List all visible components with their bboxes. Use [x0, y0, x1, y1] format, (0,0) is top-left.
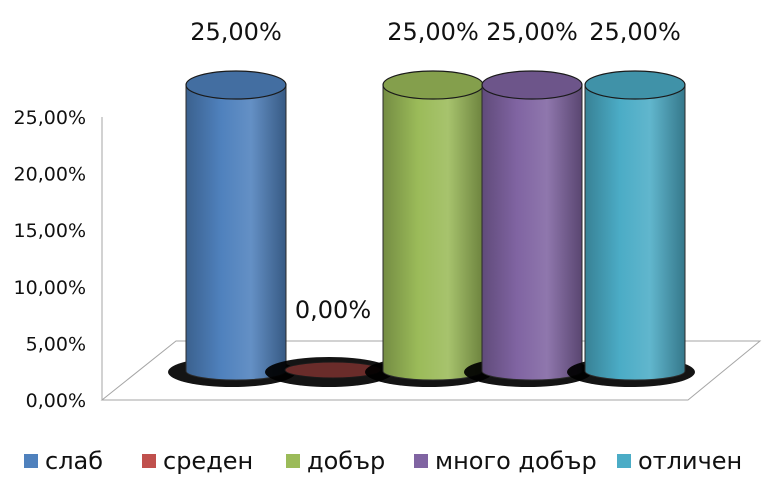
y-tick-label: 15,00%	[14, 220, 86, 242]
bar-body	[481, 84, 583, 381]
data-label: 25,00%	[387, 18, 479, 46]
bar-top	[584, 70, 686, 100]
legend-item: среден	[142, 447, 253, 475]
legend-swatch	[24, 454, 38, 468]
legend-label: среден	[163, 447, 254, 475]
legend-swatch	[286, 454, 300, 468]
legend-item: слаб	[24, 447, 103, 475]
y-tick-label: 10,00%	[14, 277, 86, 299]
data-label: 25,00%	[486, 18, 578, 46]
bar-top	[382, 70, 484, 100]
data-label: 0,00%	[295, 296, 371, 324]
bar-слаб	[168, 70, 296, 387]
bar-среден	[265, 357, 393, 387]
data-labels: 25,00%0,00%25,00% 25,00% 25,00%	[190, 18, 681, 324]
bar-body	[185, 84, 287, 381]
legend-label: отличен	[638, 447, 743, 475]
legend-item: добър	[286, 447, 385, 475]
chart-floor	[100, 340, 762, 401]
bar-body	[584, 84, 686, 381]
y-tick-label: 20,00%	[14, 164, 86, 186]
y-axis: 0,00% 5,00% 10,00% 15,00% 20,00% 25,00%	[14, 107, 103, 412]
y-tick-label: 0,00%	[26, 390, 86, 412]
data-label: 25,00%	[190, 18, 282, 46]
legend-item: отличен	[617, 447, 742, 475]
y-tick-label: 25,00%	[14, 107, 86, 129]
bar-добър	[365, 70, 493, 387]
bar-top	[481, 70, 583, 100]
legend-label: слаб	[45, 447, 104, 475]
bar-body	[382, 84, 484, 381]
bars	[168, 70, 695, 387]
legend-swatch	[414, 454, 428, 468]
bar-много-добър	[464, 70, 592, 387]
legend-label: много добър	[435, 447, 597, 475]
legend: слаб среден добър много добър отличен	[0, 447, 774, 479]
bar-chart: 0,00% 5,00% 10,00% 15,00% 20,00% 25,00% 25,00…	[14, 18, 762, 412]
legend-label: добър	[307, 447, 386, 475]
data-label: 25,00%	[589, 18, 681, 46]
legend-swatch	[617, 454, 631, 468]
bar-top	[185, 70, 287, 100]
y-tick-label: 5,00%	[26, 333, 86, 355]
legend-item: много добър	[414, 447, 597, 475]
chart-floor-plane	[100, 340, 762, 401]
bar-отличен	[567, 70, 695, 387]
legend-swatch	[142, 454, 156, 468]
